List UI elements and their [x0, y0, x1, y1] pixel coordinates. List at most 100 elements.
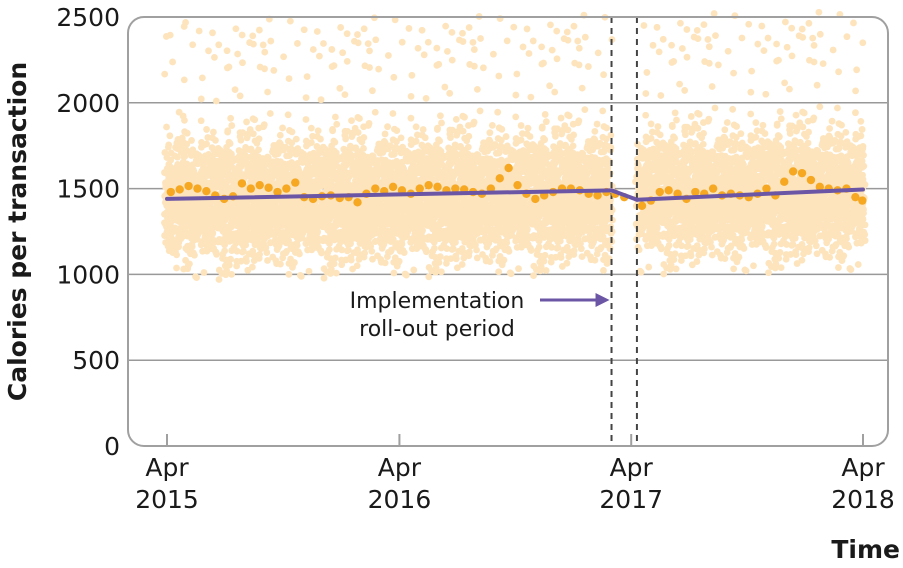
- transaction-point: [327, 270, 334, 277]
- transaction-point: [238, 31, 246, 39]
- transaction-point: [459, 127, 467, 135]
- transaction-point: [353, 262, 361, 270]
- transaction-point: [364, 40, 372, 48]
- transaction-point: [317, 135, 324, 143]
- transaction-point: [469, 38, 477, 46]
- transaction-point: [512, 91, 520, 99]
- transaction-point: [368, 152, 376, 160]
- transaction-point: [410, 266, 418, 274]
- transaction-point: [476, 107, 484, 115]
- transaction-point: [425, 273, 433, 281]
- transaction-point: [489, 50, 497, 58]
- transaction-point: [307, 139, 315, 146]
- transaction-point: [231, 86, 239, 94]
- transaction-point: [205, 47, 212, 55]
- transaction-point: [418, 26, 426, 34]
- transaction-point: [339, 49, 347, 57]
- transaction-point: [291, 259, 298, 266]
- transaction-point: [260, 123, 268, 130]
- transaction-point: [448, 28, 456, 36]
- transaction-point: [167, 156, 175, 164]
- transaction-point: [261, 48, 269, 56]
- transaction-point: [360, 134, 368, 141]
- transaction-point: [167, 219, 174, 227]
- transaction-point: [228, 270, 235, 278]
- transaction-point: [209, 229, 217, 237]
- transaction-point: [435, 60, 443, 68]
- transaction-point: [200, 269, 208, 276]
- transaction-point: [197, 95, 205, 103]
- transaction-point: [424, 38, 432, 46]
- transaction-point: [461, 113, 468, 121]
- transaction-point: [270, 67, 278, 74]
- transaction-point: [412, 137, 420, 145]
- transaction-point: [309, 46, 317, 53]
- transaction-point: [330, 62, 338, 70]
- transaction-point: [173, 264, 180, 272]
- transaction-point: [436, 253, 444, 261]
- transaction-point: [384, 52, 392, 59]
- transaction-point: [332, 269, 340, 277]
- transaction-point: [300, 26, 308, 34]
- transaction-point: [166, 31, 174, 39]
- transaction-point: [354, 31, 361, 38]
- transaction-points: [161, 8, 869, 283]
- transaction-point: [414, 44, 422, 52]
- transaction-point: [277, 260, 284, 268]
- transaction-point: [251, 116, 259, 124]
- transaction-point: [360, 25, 368, 33]
- transaction-point: [228, 122, 236, 129]
- transaction-point: [314, 228, 321, 236]
- transaction-point: [264, 88, 272, 96]
- transaction-point: [441, 83, 449, 91]
- transaction-point: [408, 71, 416, 79]
- transaction-point: [276, 131, 284, 139]
- transaction-point: [419, 226, 426, 234]
- transaction-point: [488, 121, 496, 129]
- transaction-point: [390, 269, 398, 277]
- transaction-point: [360, 145, 367, 152]
- transaction-point: [407, 92, 415, 100]
- transaction-point: [328, 46, 336, 53]
- transaction-point: [412, 123, 420, 131]
- transaction-point: [266, 110, 274, 117]
- transaction-point: [174, 153, 181, 161]
- transaction-point: [459, 29, 466, 37]
- transaction-point: [503, 37, 511, 45]
- transaction-point: [192, 273, 199, 281]
- transaction-point: [303, 73, 311, 81]
- transaction-point: [203, 126, 210, 133]
- transaction-point: [401, 270, 409, 278]
- transaction-point: [381, 130, 389, 138]
- transaction-point: [249, 130, 257, 138]
- transaction-point: [366, 47, 373, 55]
- transaction-point: [365, 121, 372, 129]
- transaction-point: [405, 25, 413, 32]
- transaction-point: [221, 247, 229, 255]
- transaction-point: [368, 87, 376, 95]
- transaction-point: [255, 135, 263, 143]
- transaction-point: [213, 250, 220, 258]
- transaction-point: [420, 51, 428, 59]
- transaction-point: [191, 251, 198, 259]
- transaction-point: [332, 113, 339, 121]
- transaction-point: [307, 124, 315, 132]
- transaction-point: [506, 269, 514, 277]
- transaction-point: [505, 247, 513, 255]
- transaction-point: [227, 255, 234, 263]
- transaction-point: [459, 38, 467, 45]
- transaction-point: [227, 114, 235, 122]
- transaction-point: [294, 40, 301, 47]
- transaction-point: [498, 125, 506, 133]
- transaction-point: [189, 41, 197, 49]
- transaction-point: [444, 48, 451, 55]
- transaction-point: [182, 19, 189, 26]
- transaction-point: [436, 112, 444, 120]
- transaction-point: [458, 261, 466, 268]
- transaction-point: [446, 89, 454, 97]
- transaction-point: [188, 137, 195, 144]
- transaction-point: [180, 76, 188, 84]
- transaction-point: [387, 248, 395, 255]
- transaction-point: [470, 62, 478, 70]
